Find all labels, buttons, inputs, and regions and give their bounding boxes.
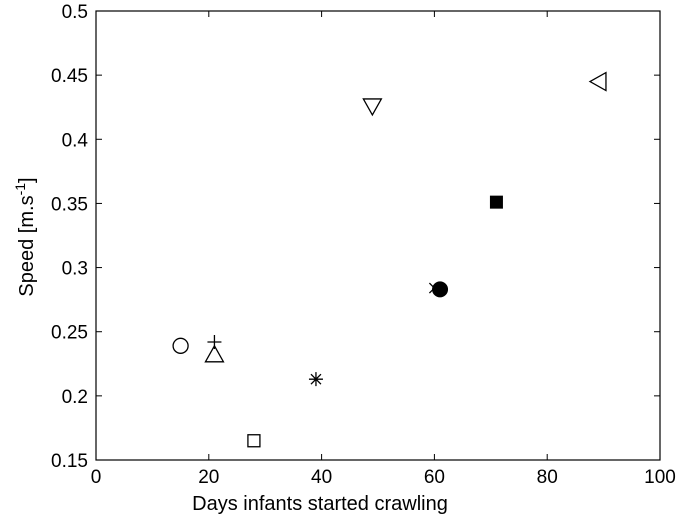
data-point-square-filled <box>489 195 503 209</box>
x-tick-label: 0 <box>91 467 102 488</box>
axes-frame <box>95 10 661 461</box>
y-tick-label: 0.35 <box>51 194 88 215</box>
x-axis-label: Days infants started crawling <box>192 493 448 515</box>
data-point-triangle-left-open <box>588 71 607 92</box>
x-axis-ticks: 0 20 40 60 80 100 <box>91 11 676 488</box>
y-axis-label-main: Speed [m.s <box>16 195 38 296</box>
x-tick-label: 40 <box>311 467 332 488</box>
y-axis-label-end: ] <box>16 177 38 183</box>
data-point-circle-open <box>172 337 189 354</box>
plot-area-border <box>95 10 661 461</box>
x-tick-label: 60 <box>424 467 445 488</box>
data-point-square-open <box>247 434 261 448</box>
y-tick-label: 0.4 <box>62 130 89 151</box>
x-tick-label: 80 <box>537 467 558 488</box>
x-tick-label: 20 <box>198 467 219 488</box>
y-tick-label: 0.45 <box>51 66 88 87</box>
y-axis-label-exponent: -1 <box>12 183 28 196</box>
y-tick-label: 0.15 <box>51 451 88 472</box>
y-axis-ticks: 0.15 0.2 0.25 0.3 0.35 0.4 0.45 0.5 <box>51 2 660 472</box>
y-tick-label: 0.5 <box>62 2 88 23</box>
y-tick-label: 0.3 <box>62 259 88 280</box>
x-tick-label: 100 <box>644 467 676 488</box>
y-tick-label: 0.2 <box>62 387 88 408</box>
data-point-triangle-down-open <box>362 98 383 117</box>
y-tick-label: 0.25 <box>51 323 88 344</box>
data-points <box>172 71 607 448</box>
data-point-triangle-up-open <box>204 344 225 363</box>
data-point-asterisk <box>308 372 323 387</box>
data-point-circle-filled <box>432 281 449 298</box>
y-axis-label: Speed [m.s-1] <box>12 177 38 296</box>
